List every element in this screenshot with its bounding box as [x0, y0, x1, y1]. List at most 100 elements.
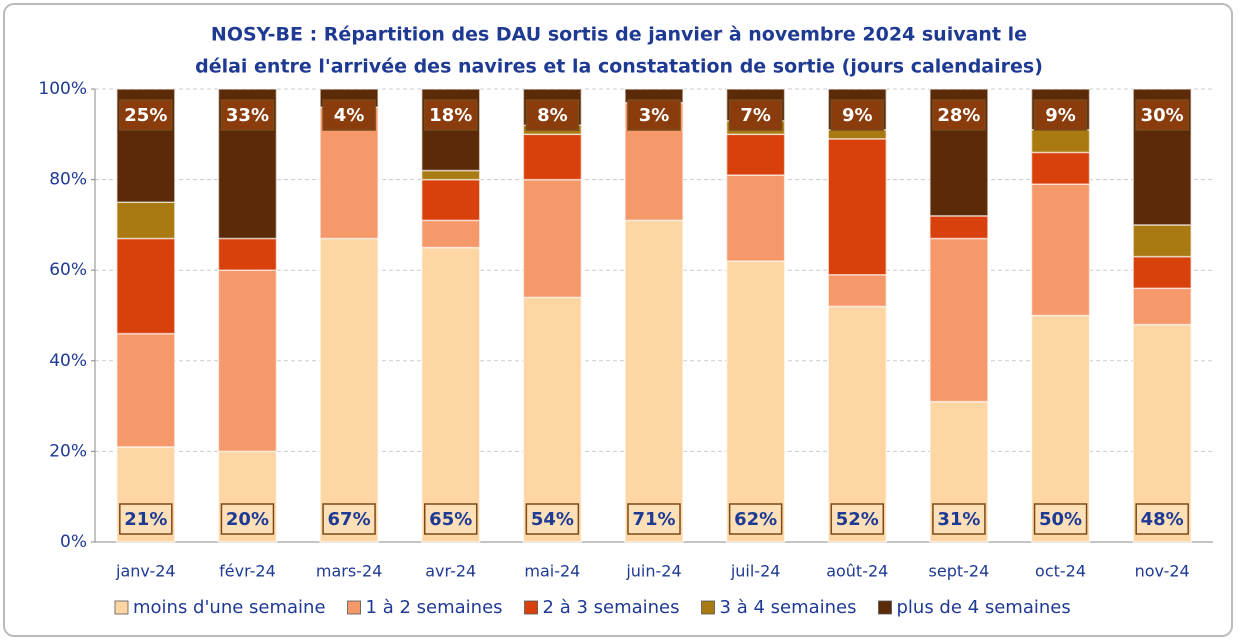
- bar-segment: [1132, 255, 1192, 290]
- label-box: [728, 99, 783, 131]
- label-box: [119, 99, 173, 131]
- bar-segment: [827, 273, 888, 308]
- bar-segment: [522, 296, 583, 543]
- data-label: 48%: [1141, 509, 1184, 530]
- data-label: 52%: [836, 509, 879, 530]
- x-tick-label: févr-24: [219, 562, 276, 581]
- bar-segment: [217, 237, 278, 271]
- legend-label: moins d'une semaine: [133, 597, 326, 618]
- label-box: [423, 503, 478, 535]
- label-box: [220, 99, 275, 131]
- chart-frame: [3, 3, 1233, 637]
- label-box: [1033, 503, 1088, 535]
- bar-segment: [725, 174, 786, 262]
- bar-segment: [1030, 151, 1091, 185]
- data-label: 67%: [328, 509, 371, 530]
- data-label: 18%: [429, 105, 472, 126]
- bar-segment: [116, 237, 176, 335]
- bar-segment: [217, 269, 278, 453]
- y-tick-label: 80%: [49, 170, 87, 190]
- x-tick-label: avr-24: [425, 562, 476, 581]
- data-label: 4%: [334, 105, 365, 126]
- x-tick-label: sept-24: [929, 562, 990, 581]
- data-label: 20%: [226, 509, 269, 530]
- legend-swatch: [878, 600, 892, 615]
- label-box: [525, 99, 580, 131]
- legend-label: 3 à 4 semaines: [720, 597, 857, 618]
- legend-label: 1 à 2 semaines: [366, 597, 503, 618]
- bar-segment: [420, 246, 481, 543]
- data-label: 8%: [537, 105, 568, 126]
- data-label: 65%: [429, 509, 472, 530]
- x-tick-label: août-24: [826, 562, 888, 581]
- data-label: 9%: [842, 105, 873, 126]
- label-box: [932, 99, 986, 131]
- bar-segment: [420, 178, 481, 222]
- bar-segment: [1030, 129, 1091, 154]
- x-tick-label: nov-24: [1135, 562, 1190, 581]
- x-tick-label: juil-24: [730, 562, 781, 581]
- label-box: [627, 503, 681, 535]
- bar-segment: [420, 219, 481, 249]
- y-tick-label: 0%: [60, 532, 87, 552]
- data-label: 62%: [734, 509, 777, 530]
- chart-title: NOSY-BE : Répartition des DAU sortis de …: [211, 24, 1027, 46]
- bar-segment: [929, 215, 989, 240]
- bar-segment: [725, 260, 786, 543]
- label-box: [728, 503, 783, 535]
- x-tick-label: janv-24: [115, 562, 176, 581]
- label-box: [1135, 503, 1189, 535]
- label-box: [322, 99, 376, 131]
- bar-segment: [420, 169, 481, 181]
- label-box: [119, 503, 173, 535]
- label-box: [932, 503, 986, 535]
- bar-segment: [522, 133, 583, 181]
- legend-swatch: [347, 600, 361, 615]
- x-tick-label: juin-24: [625, 562, 681, 581]
- data-label: 30%: [1141, 105, 1184, 126]
- data-label: 31%: [937, 509, 980, 530]
- x-tick-label: oct-24: [1035, 562, 1086, 581]
- data-label: 28%: [937, 105, 980, 126]
- label-box: [322, 503, 376, 535]
- legend-swatch: [524, 600, 538, 615]
- bar-segment: [624, 219, 684, 543]
- data-label: 50%: [1039, 509, 1082, 530]
- data-label: 54%: [531, 509, 574, 530]
- label-box: [525, 503, 580, 535]
- data-label: 3%: [639, 105, 670, 126]
- label-box: [1135, 99, 1189, 131]
- data-label: 25%: [124, 105, 167, 126]
- legend-label: 2 à 3 semaines: [543, 597, 680, 618]
- y-tick-label: 40%: [49, 351, 87, 371]
- data-label: 71%: [632, 509, 675, 530]
- x-tick-label: mai-24: [524, 562, 580, 581]
- label-box: [1033, 99, 1088, 131]
- bar-segment: [827, 305, 888, 543]
- label-box: [220, 503, 275, 535]
- legend-label: plus de 4 semaines: [897, 597, 1071, 618]
- bar-segment: [116, 201, 176, 240]
- bar-segment: [1030, 183, 1091, 317]
- legend-swatch: [114, 600, 129, 615]
- bar-segment: [725, 133, 786, 176]
- bar-segment: [522, 178, 583, 299]
- data-label: 9%: [1045, 105, 1076, 126]
- bar-segment: [929, 237, 989, 403]
- bar-segment: [827, 129, 888, 140]
- label-box: [627, 99, 681, 131]
- bar-segment: [827, 138, 888, 276]
- data-label: 7%: [740, 105, 771, 126]
- chart-title: délai entre l'arrivée des navires et la …: [195, 56, 1043, 78]
- label-box: [830, 99, 885, 131]
- label-box: [830, 503, 885, 535]
- bar-segment: [319, 237, 379, 543]
- bar-segment: [1132, 224, 1192, 258]
- data-label: 21%: [124, 509, 167, 530]
- bar-segment: [1132, 287, 1192, 326]
- legend-swatch: [701, 600, 715, 615]
- data-label: 33%: [226, 105, 269, 126]
- y-tick-label: 100%: [38, 79, 87, 99]
- x-tick-label: mars-24: [316, 562, 382, 581]
